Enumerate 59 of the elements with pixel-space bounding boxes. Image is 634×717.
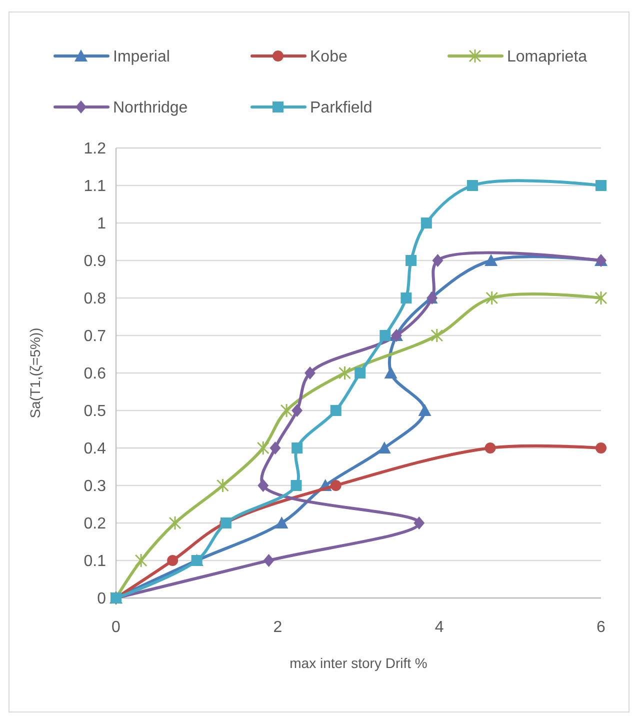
point [263, 554, 274, 567]
point [596, 180, 606, 191]
y-tick-label: 0.5 [84, 403, 106, 420]
point [400, 292, 412, 304]
y-tick-label: 0 [97, 590, 106, 608]
point [292, 404, 303, 417]
x-tick-label: 2 [273, 619, 282, 636]
point [414, 516, 425, 530]
y-tick-label: 1 [97, 216, 106, 233]
point [216, 478, 229, 493]
point [420, 218, 432, 228]
point [290, 480, 302, 491]
point [280, 403, 293, 418]
y-tick-label: 0.9 [84, 253, 106, 270]
x-tick-label: 0 [112, 619, 121, 636]
point [430, 328, 444, 343]
y-tick-label: 1.1 [84, 178, 106, 196]
y-tick-label: 1.2 [84, 140, 106, 158]
point [596, 442, 606, 454]
legend-label: Kobe [310, 48, 348, 66]
y-tick-label: 0.1 [84, 553, 106, 570]
x-axis-title: max inter story Drift % [290, 655, 428, 671]
y-tick-label: 0.8 [84, 290, 106, 308]
y-tick-label: 0.6 [84, 366, 106, 383]
legend-label: Lomaprieta [507, 48, 588, 66]
point [484, 442, 496, 454]
point [466, 180, 478, 191]
y-tick-label: 0.4 [84, 440, 106, 458]
point [384, 366, 398, 378]
legend-label: Imperial [113, 48, 170, 66]
point [486, 290, 498, 306]
point [406, 255, 417, 266]
y-tick-label: 0.2 [84, 516, 106, 533]
point [378, 442, 391, 454]
point [432, 254, 444, 267]
y-axis-title: Sa(T1,(ζ=5%)) [27, 328, 43, 418]
point [380, 330, 391, 341]
point [330, 480, 342, 491]
point [270, 442, 281, 454]
point [594, 290, 608, 306]
point [256, 440, 270, 456]
x-tick-label: 4 [434, 619, 444, 636]
legend-label: Northridge [113, 100, 188, 117]
point [275, 516, 288, 528]
y-tick-label: 0.3 [84, 478, 106, 496]
point [484, 254, 498, 266]
point [418, 404, 432, 416]
x-tick-label: 6 [596, 619, 606, 636]
point [304, 366, 316, 380]
point [354, 368, 366, 378]
y-tick-label: 0.7 [84, 328, 106, 346]
point [258, 479, 269, 492]
point [338, 366, 352, 380]
legend-label: Parkfield [310, 100, 372, 117]
point [134, 553, 148, 568]
point [330, 405, 342, 416]
point [168, 516, 182, 530]
point [167, 555, 178, 566]
point [292, 442, 303, 454]
